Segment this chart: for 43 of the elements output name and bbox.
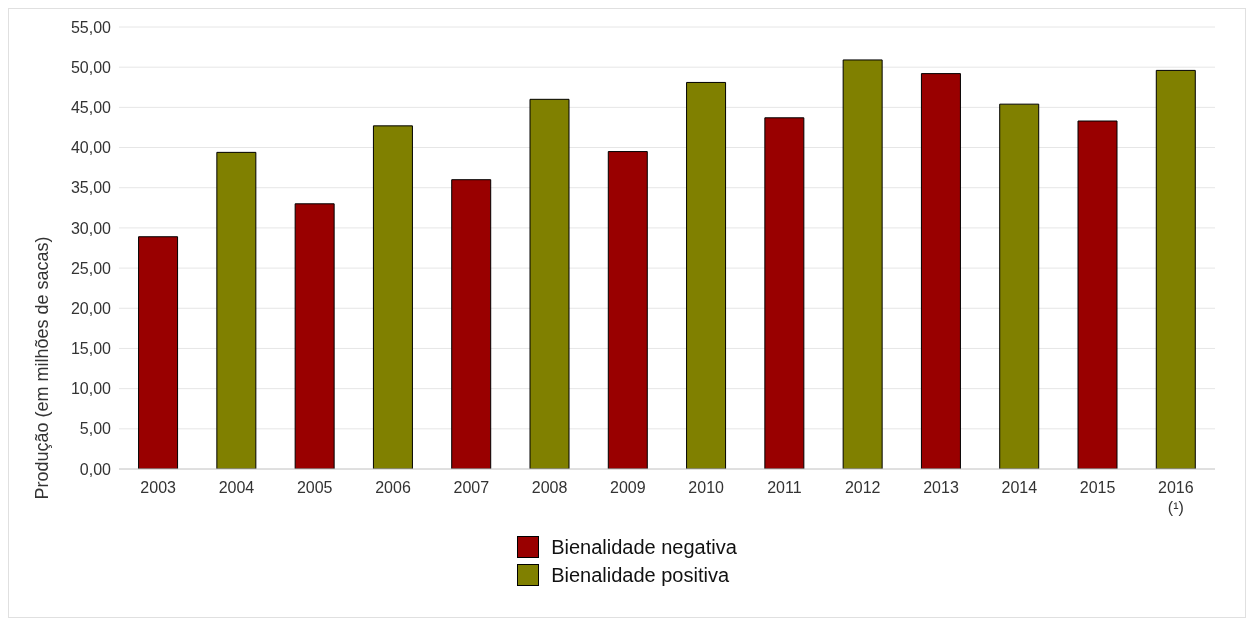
x-tick-label: 2003 [140, 479, 177, 496]
x-tick-label: 2011 [767, 479, 802, 496]
legend-label: Bienalidade positiva [551, 563, 730, 587]
x-tick-label: 2004 [218, 479, 255, 496]
x-tick-label: 2006 [375, 479, 411, 496]
bar [920, 73, 961, 469]
y-tick-label: 55,00 [70, 18, 112, 36]
y-tick-label: 15,00 [70, 340, 112, 358]
y-tick-label: 45,00 [70, 99, 112, 117]
bar [607, 151, 648, 469]
bar [686, 81, 727, 469]
y-tick-label: 10,00 [70, 380, 112, 398]
bar [1077, 120, 1118, 469]
y-tick-label: 25,00 [70, 259, 112, 277]
x-tick-label: 2010 [688, 479, 725, 496]
y-tick-label: 0,00 [79, 460, 112, 478]
y-tick-label: 30,00 [70, 219, 112, 237]
x-tick-label: 2008 [531, 479, 568, 496]
x-tick-label: 2012 [844, 479, 881, 496]
y-tick-label: 40,00 [70, 139, 112, 157]
bar [1155, 69, 1196, 469]
bar [764, 117, 805, 469]
bar [372, 125, 413, 469]
x-tick-label: 2015 [1079, 479, 1116, 496]
y-tick-label: 5,00 [79, 420, 112, 438]
x-tick-label: 2009 [610, 479, 646, 496]
y-tick-label: 20,00 [70, 299, 112, 317]
bar [216, 151, 257, 469]
x-tick-label: 2007 [453, 479, 490, 496]
x-tick-label: 2016 (¹) [1158, 479, 1194, 516]
x-tick-label: 2005 [296, 479, 333, 496]
bar [451, 179, 492, 469]
x-tick-label: 2013 [923, 479, 959, 496]
x-tick-label: 2014 [1001, 479, 1038, 496]
bar [842, 59, 883, 469]
bar [294, 203, 335, 469]
bar [138, 236, 179, 469]
bar [999, 103, 1040, 469]
y-axis-title: Produção (em milhões de sacas) [32, 236, 53, 500]
y-tick-label: 50,00 [70, 58, 112, 76]
legend-label: Bienalidade negativa [551, 535, 737, 559]
y-tick-label: 35,00 [70, 179, 112, 197]
bar [529, 98, 570, 469]
